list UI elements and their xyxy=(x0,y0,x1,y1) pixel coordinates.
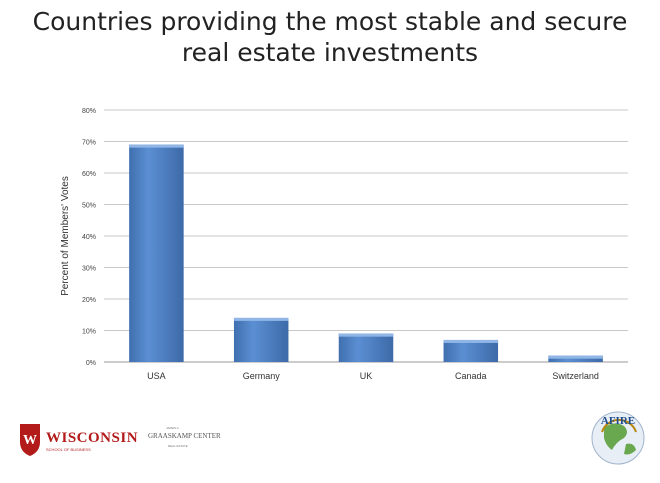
bar-highlight-germany xyxy=(233,317,289,321)
bar-highlight-canada xyxy=(443,339,499,343)
globe-icon: AFIRE xyxy=(591,411,645,465)
x-tick-label: Switzerland xyxy=(552,371,599,381)
graaskamp-logo-top: JAMES A. xyxy=(166,426,180,430)
y-tick-label: 60% xyxy=(82,171,96,178)
wisconsin-logo: W WISCONSIN SCHOOL OF BUSINESS JAMES A. … xyxy=(18,418,221,462)
y-tick-label: 80% xyxy=(82,108,96,115)
bar-usa xyxy=(129,144,184,362)
bar-chart: 0% 10% 20% 30% 40% 50% 60% 70% 80% USA Germany UK C… xyxy=(60,108,628,381)
crest-icon: W xyxy=(20,424,40,456)
afire-logo-text: AFIRE xyxy=(601,415,635,427)
bar-highlight-switzerland xyxy=(548,355,603,359)
chart-title-line-1: Countries providing the most stable and … xyxy=(32,7,628,36)
x-tick-label: Canada xyxy=(455,371,487,381)
y-tick-labels: 0% 10% 20% 30% 40% 50% 60% 70% 80% xyxy=(82,108,96,367)
chart-title-line-2: real estate investments xyxy=(181,38,479,67)
wisconsin-logo-text: WISCONSIN xyxy=(46,430,139,446)
y-tick-label: 70% xyxy=(82,140,96,147)
bar-canada xyxy=(443,339,499,362)
bar-highlight-uk xyxy=(338,333,394,337)
x-tick-label: Germany xyxy=(243,371,281,381)
x-tick-labels: USA Germany UK Canada Switzerland xyxy=(147,371,599,381)
y-tick-label: 0% xyxy=(86,360,96,367)
x-tick-label: UK xyxy=(360,371,373,381)
y-tick-label: 40% xyxy=(82,234,96,241)
bars xyxy=(129,144,603,362)
graaskamp-logo-subtext: REAL ESTATE xyxy=(168,444,188,448)
wisconsin-logo-subtext: SCHOOL OF BUSINESS xyxy=(46,447,91,452)
bar-germany xyxy=(233,317,289,362)
bar-switzerland xyxy=(548,355,603,362)
graaskamp-logo-text: GRAASKAMP CENTER xyxy=(148,432,221,440)
y-tick-label: 10% xyxy=(82,329,96,336)
y-tick-label: 50% xyxy=(82,203,96,210)
y-axis-label: Percent of Members' Votes xyxy=(60,176,71,296)
gridlines xyxy=(104,109,628,363)
y-tick-label: 20% xyxy=(82,297,96,304)
y-tick-label: 30% xyxy=(82,266,96,273)
chart-title: Countries providing the most stable and … xyxy=(0,6,660,68)
afire-logo: AFIRE xyxy=(584,402,652,470)
bar-highlight-usa xyxy=(129,144,184,148)
svg-text:W: W xyxy=(23,433,37,448)
x-tick-label: USA xyxy=(147,371,166,381)
bar-uk xyxy=(338,333,394,362)
